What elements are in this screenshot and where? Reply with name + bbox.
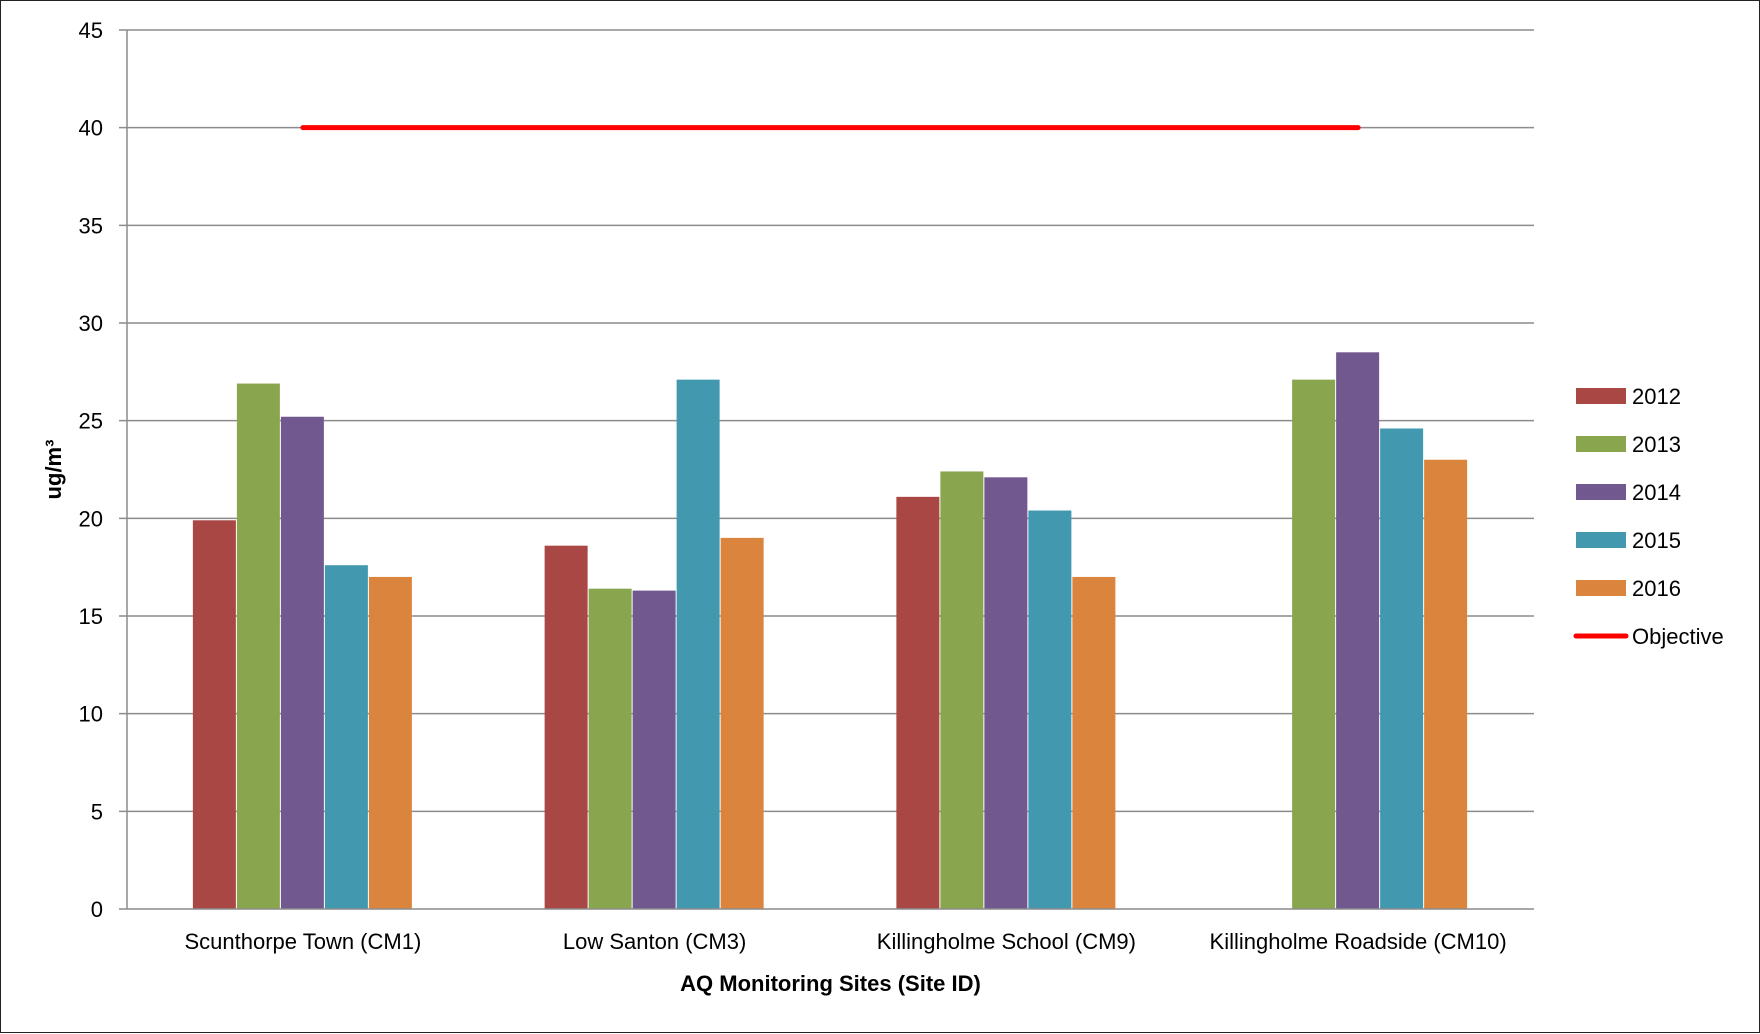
bar — [368, 576, 412, 909]
bar — [720, 537, 764, 909]
bar — [632, 590, 676, 909]
y-tick-labels: 0 5 10 15 20 25 30 35 40 45 — [79, 18, 103, 922]
bar — [280, 416, 324, 909]
y-tick-label: 5 — [91, 799, 103, 824]
bar — [896, 496, 940, 909]
y-tick-label: 45 — [79, 18, 103, 43]
legend-label: Objective — [1632, 624, 1724, 649]
x-tick-labels: Scunthorpe Town (CM1) Low Santon (CM3) Kil… — [184, 929, 1506, 954]
bar — [1336, 352, 1380, 909]
legend-swatch — [1576, 436, 1626, 452]
axes — [119, 30, 1534, 910]
bar — [192, 520, 236, 909]
y-tick-label: 15 — [79, 604, 103, 629]
y-tick-label: 35 — [79, 213, 103, 238]
y-axis-title: ug/m³ — [41, 440, 66, 500]
bar — [588, 588, 632, 909]
x-tick-label: Low Santon (CM3) — [563, 929, 746, 954]
x-tick-label: Killingholme Roadside (CM10) — [1210, 929, 1507, 954]
bar — [940, 471, 984, 909]
y-tick-label: 40 — [79, 116, 103, 141]
legend-swatch — [1576, 388, 1626, 404]
y-tick-label: 0 — [91, 897, 103, 922]
bar — [1380, 428, 1424, 909]
legend-label: 2012 — [1632, 384, 1681, 409]
bar — [984, 477, 1028, 909]
y-tick-label: 30 — [79, 311, 103, 336]
bar — [676, 379, 720, 909]
legend-label: 2015 — [1632, 528, 1681, 553]
legend-label: 2013 — [1632, 432, 1681, 457]
x-tick-label: Scunthorpe Town (CM1) — [184, 929, 421, 954]
bar — [324, 565, 368, 909]
bars — [192, 352, 1468, 909]
x-axis-title: AQ Monitoring Sites (Site ID) — [680, 971, 981, 996]
x-tick-label: Killingholme School (CM9) — [877, 929, 1136, 954]
legend-swatch — [1576, 532, 1626, 548]
legend-swatch — [1576, 580, 1626, 596]
y-tick-label: 25 — [79, 409, 103, 434]
bar — [1028, 510, 1072, 909]
legend-swatch — [1576, 484, 1626, 500]
bar — [1424, 459, 1468, 909]
legend: 2012 2013 2014 2015 2016 Objective — [1573, 384, 1724, 649]
bar — [1072, 576, 1116, 909]
legend-label: 2014 — [1632, 480, 1681, 505]
bar — [236, 383, 280, 909]
bar — [1292, 379, 1336, 909]
y-tick-label: 10 — [79, 702, 103, 727]
bar — [544, 545, 588, 909]
legend-label: 2016 — [1632, 576, 1681, 601]
y-tick-label: 20 — [79, 506, 103, 531]
